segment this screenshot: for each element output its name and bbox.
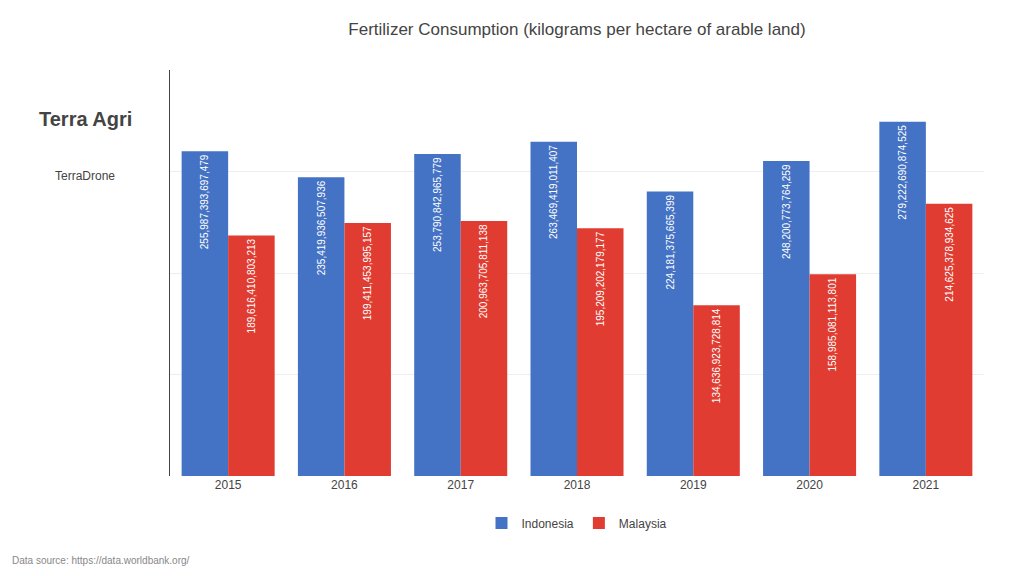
svg-text:2017: 2017 [447, 478, 474, 492]
svg-text:253,790,842,965,779: 253,790,842,965,779 [432, 157, 443, 252]
svg-text:200,963,705,811,138: 200,963,705,811,138 [478, 224, 489, 318]
svg-text:TerraDrone: TerraDrone [55, 169, 115, 183]
svg-text:2015: 2015 [215, 478, 242, 492]
svg-text:263,469,419,011,407: 263,469,419,011,407 [548, 145, 559, 239]
svg-text:Terra Agri: Terra Agri [39, 108, 132, 130]
svg-text:224,181,375,665,399: 224,181,375,665,399 [665, 195, 676, 290]
svg-text:2021: 2021 [913, 478, 940, 492]
svg-text:199,411,453,995,157: 199,411,453,995,157 [362, 226, 373, 320]
svg-text:2020: 2020 [796, 478, 823, 492]
svg-text:158,985,081,113,801: 158,985,081,113,801 [827, 277, 838, 371]
svg-text:Indonesia: Indonesia [522, 517, 574, 531]
svg-text:2016: 2016 [331, 478, 358, 492]
svg-text:279,222,690,874,525: 279,222,690,874,525 [897, 125, 908, 220]
svg-text:235,419,936,507,936: 235,419,936,507,936 [316, 180, 327, 275]
svg-text:Fertilizer Consumption (kilogr: Fertilizer Consumption (kilograms per he… [348, 20, 805, 39]
svg-text:189,616,410,803,213: 189,616,410,803,213 [246, 238, 257, 333]
svg-text:255,987,393,697,479: 255,987,393,697,479 [199, 154, 210, 249]
svg-text:2019: 2019 [680, 478, 707, 492]
svg-text:195,209,202,179,177: 195,209,202,179,177 [595, 231, 606, 326]
svg-text:Data source: https://data.worl: Data source: https://data.worldbank.org/ [12, 555, 190, 566]
svg-text:Malaysia: Malaysia [619, 517, 667, 531]
svg-text:2018: 2018 [564, 478, 591, 492]
svg-text:248,200,773,764,259: 248,200,773,764,259 [781, 164, 792, 259]
svg-text:214,625,378,934,625: 214,625,378,934,625 [944, 207, 955, 302]
svg-text:134,636,923,728,814: 134,636,923,728,814 [711, 308, 722, 403]
